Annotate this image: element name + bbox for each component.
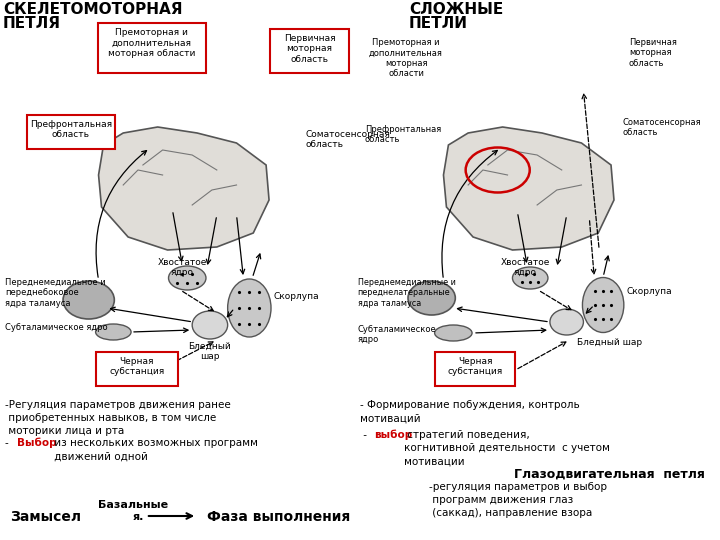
Text: -регуляция параметров и выбор
 программ движения глаз
 (саккад), направление взо: -регуляция параметров и выбор программ д… [428, 482, 607, 518]
Text: Черная
субстанция: Черная субстанция [447, 357, 503, 376]
Text: Замысел: Замысел [10, 510, 81, 524]
Text: Скорлупа: Скорлупа [627, 287, 672, 296]
Ellipse shape [192, 311, 228, 339]
FancyBboxPatch shape [270, 29, 349, 73]
Text: я.: я. [133, 512, 145, 522]
Text: Бледный
шар: Бледный шар [189, 342, 231, 361]
Text: - Формирование побуждения, контроль
мотиваций: - Формирование побуждения, контроль моти… [360, 400, 580, 423]
Text: Переднемедиальные и
переднелатеральные
ядра таламуса: Переднемедиальные и переднелатеральные я… [358, 278, 456, 308]
Ellipse shape [582, 278, 624, 333]
Ellipse shape [550, 309, 583, 335]
Text: Соматосенсорная
область: Соматосенсорная область [305, 130, 390, 150]
Text: Глазодвигательная  петля: Глазодвигательная петля [514, 468, 705, 481]
Text: Хвостатое
ядро: Хвостатое ядро [500, 258, 550, 278]
Text: Соматосенсорная
область: Соматосенсорная область [623, 118, 701, 137]
Text: СКЕЛЕТОМОТОРНАЯ: СКЕЛЕТОМОТОРНАЯ [3, 2, 182, 17]
Polygon shape [99, 127, 269, 250]
Text: -: - [360, 430, 370, 440]
Ellipse shape [513, 267, 548, 289]
Text: -Регуляция параметров движения ранее
 приобретенных навыков, в том числе
 мотори: -Регуляция параметров движения ранее при… [5, 400, 230, 436]
Ellipse shape [168, 266, 206, 290]
Ellipse shape [63, 281, 114, 319]
Text: Черная
субстанция: Черная субстанция [109, 357, 165, 376]
FancyBboxPatch shape [96, 352, 179, 386]
FancyBboxPatch shape [435, 352, 516, 386]
Ellipse shape [408, 281, 455, 315]
Text: выбор: выбор [374, 430, 413, 441]
Text: Скорлупа: Скорлупа [274, 292, 320, 301]
Text: Премоторная и
дополнительная
моторная
области: Премоторная и дополнительная моторная об… [369, 38, 443, 78]
FancyBboxPatch shape [27, 115, 115, 149]
Text: Первичная
моторная
область: Первичная моторная область [629, 38, 677, 68]
Text: Переднемедиальное и
переднебоковое
ядра таламуса: Переднемедиальное и переднебоковое ядра … [5, 278, 106, 308]
Text: Фаза выполнения: Фаза выполнения [207, 510, 350, 524]
Text: Бледный шар: Бледный шар [577, 338, 642, 347]
Ellipse shape [435, 325, 472, 341]
Text: из нескольких возможных программ
 движений одной: из нескольких возможных программ движени… [51, 438, 258, 461]
Text: Хвостатое
ядро: Хвостатое ядро [158, 258, 207, 278]
Text: Префронтальная
область: Префронтальная область [364, 125, 441, 144]
Text: ПЕТЛИ: ПЕТЛИ [409, 16, 468, 31]
Text: стратегий поведения,
когнитивной деятельности  с учетом
мотивации: стратегий поведения, когнитивной деятель… [404, 430, 610, 467]
Text: СЛОЖНЫЕ: СЛОЖНЫЕ [409, 2, 503, 17]
Text: Первичная
моторная
область: Первичная моторная область [284, 34, 336, 64]
Text: Субталамическое
ядро: Субталамическое ядро [358, 325, 436, 345]
Text: Выбор: Выбор [17, 438, 56, 449]
Text: Префронтальная
область: Префронтальная область [30, 120, 112, 139]
Text: Субталамическое ядро: Субталамическое ядро [5, 323, 107, 332]
Text: -: - [5, 438, 12, 448]
Ellipse shape [96, 324, 131, 340]
Polygon shape [444, 127, 614, 250]
Ellipse shape [228, 279, 271, 337]
Text: ПЕТЛЯ: ПЕТЛЯ [3, 16, 61, 31]
Text: Базальные: Базальные [98, 500, 168, 510]
Text: Премоторная и
дополнительная
моторная области: Премоторная и дополнительная моторная об… [108, 28, 195, 58]
FancyBboxPatch shape [98, 23, 206, 73]
